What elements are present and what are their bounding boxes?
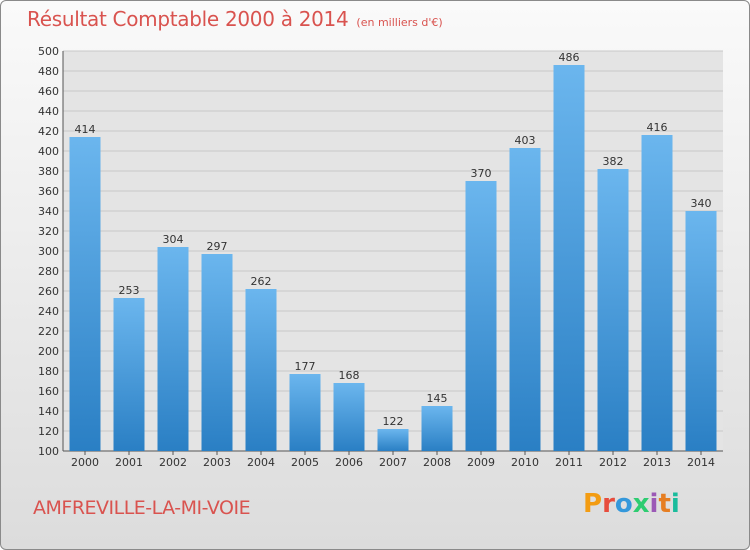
proxiti-logo: Proxiti xyxy=(583,489,680,519)
x-tick-label: 2006 xyxy=(335,456,363,469)
logo-letter: r xyxy=(602,489,615,519)
x-tick-label: 2007 xyxy=(379,456,407,469)
y-tick-label: 420 xyxy=(38,125,59,138)
y-tick-label: 340 xyxy=(38,205,59,218)
data-label: 414 xyxy=(75,123,96,136)
x-tick-label: 2004 xyxy=(247,456,275,469)
x-tick-label: 2013 xyxy=(643,456,671,469)
logo-letter: t xyxy=(658,489,671,519)
y-tick-label: 120 xyxy=(38,425,59,438)
y-tick-label: 200 xyxy=(38,345,59,358)
bar xyxy=(465,181,497,451)
x-tick-label: 2005 xyxy=(291,456,319,469)
data-label: 122 xyxy=(383,415,404,428)
data-label: 382 xyxy=(603,155,624,168)
data-label: 304 xyxy=(163,233,184,246)
chart-title: Résultat Comptable 2000 à 2014 xyxy=(27,7,349,31)
y-tick-label: 220 xyxy=(38,325,59,338)
x-tick-label: 2011 xyxy=(555,456,583,469)
x-tick-label: 2009 xyxy=(467,456,495,469)
data-label: 416 xyxy=(647,121,668,134)
data-label: 177 xyxy=(295,360,316,373)
logo-letter: x xyxy=(632,489,650,519)
data-label: 370 xyxy=(471,167,492,180)
x-tick-label: 2014 xyxy=(687,456,715,469)
bar xyxy=(685,211,717,451)
bar xyxy=(333,383,365,451)
x-tick-label: 2001 xyxy=(115,456,143,469)
bar xyxy=(245,289,277,451)
chart-title-block: Résultat Comptable 2000 à 2014 (en millie… xyxy=(27,7,443,31)
y-tick-label: 100 xyxy=(38,445,59,458)
x-tick-label: 2000 xyxy=(71,456,99,469)
y-tick-label: 260 xyxy=(38,285,59,298)
bar xyxy=(289,374,321,451)
logo-letter: i xyxy=(670,489,680,519)
bar xyxy=(157,247,189,451)
y-tick-label: 360 xyxy=(38,185,59,198)
y-tick-label: 380 xyxy=(38,165,59,178)
data-label: 297 xyxy=(207,240,228,253)
bar xyxy=(421,406,453,451)
y-tick-label: 180 xyxy=(38,365,59,378)
y-tick-label: 160 xyxy=(38,385,59,398)
bar xyxy=(113,298,145,451)
y-tick-label: 480 xyxy=(38,65,59,78)
data-label: 145 xyxy=(427,392,448,405)
x-tick-label: 2003 xyxy=(203,456,231,469)
bar xyxy=(201,254,233,451)
data-label: 340 xyxy=(691,197,712,210)
bar xyxy=(597,169,629,451)
y-tick-label: 140 xyxy=(38,405,59,418)
x-tick-label: 2002 xyxy=(159,456,187,469)
data-label: 168 xyxy=(339,369,360,382)
x-tick-label: 2010 xyxy=(511,456,539,469)
data-label: 486 xyxy=(559,51,580,64)
y-tick-label: 280 xyxy=(38,265,59,278)
bar xyxy=(69,137,101,451)
chart-subtitle: (en milliers d'€) xyxy=(356,16,443,29)
bar xyxy=(553,65,585,451)
logo-letter: P xyxy=(583,489,603,519)
y-tick-label: 500 xyxy=(38,45,59,58)
bar xyxy=(509,148,541,451)
x-tick-label: 2008 xyxy=(423,456,451,469)
logo-letter: o xyxy=(614,489,633,519)
y-tick-label: 440 xyxy=(38,105,59,118)
data-label: 262 xyxy=(251,275,272,288)
y-tick-label: 240 xyxy=(38,305,59,318)
bar xyxy=(641,135,673,451)
x-tick-label: 2012 xyxy=(599,456,627,469)
data-label: 403 xyxy=(515,134,536,147)
y-tick-label: 300 xyxy=(38,245,59,258)
bar xyxy=(377,429,409,451)
y-tick-label: 400 xyxy=(38,145,59,158)
data-label: 253 xyxy=(119,284,140,297)
y-tick-label: 320 xyxy=(38,225,59,238)
commune-name: AMFREVILLE-LA-MI-VOIE xyxy=(33,497,251,519)
logo-letter: i xyxy=(649,489,659,519)
y-tick-label: 460 xyxy=(38,85,59,98)
